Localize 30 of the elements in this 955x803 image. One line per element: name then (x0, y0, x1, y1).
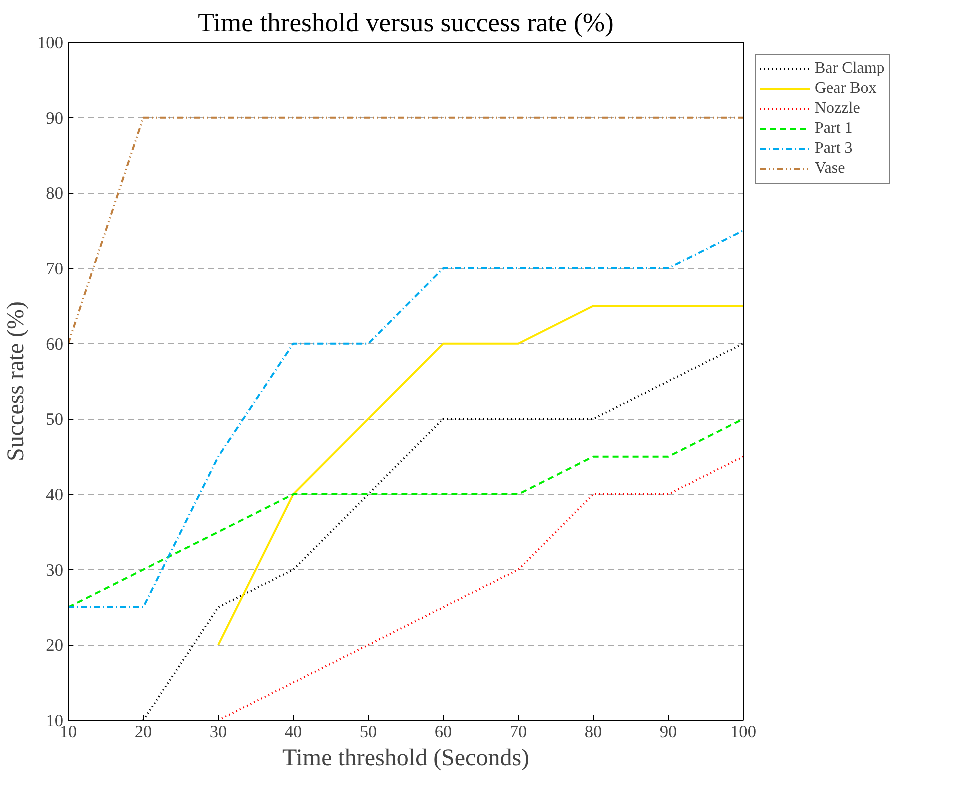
y-tick-label: 50 (46, 410, 64, 430)
x-tick-label: 20 (134, 722, 152, 742)
x-tick-label: 50 (360, 722, 378, 742)
legend-label: Part 1 (815, 120, 853, 138)
y-tick-label: 80 (46, 184, 64, 204)
x-axis-title: Time threshold (Seconds) (282, 746, 530, 772)
x-tick-label: 80 (584, 722, 602, 742)
line-series (218, 305, 744, 646)
legend-label: Nozzle (815, 100, 860, 118)
legend-label: Part 3 (815, 140, 853, 158)
x-tick-label: 70 (510, 722, 528, 742)
legend-label: Bar Clamp (815, 60, 885, 78)
x-tick-label: 40 (284, 722, 302, 742)
x-tick-label: 100 (730, 722, 757, 742)
y-tick-label: 60 (46, 334, 64, 354)
y-tick-label: 30 (46, 560, 64, 580)
chart-title: Time threshold versus success rate (%) (198, 8, 614, 38)
y-tick-label: 70 (46, 260, 64, 278)
y-tick-label: 40 (46, 486, 64, 504)
line-series (68, 230, 744, 608)
x-tick-label: 90 (660, 722, 678, 742)
line-series (68, 418, 744, 608)
x-tick-label: 60 (434, 722, 452, 742)
y-axis-title: Success rate (%) (4, 302, 30, 462)
legend-label: Vase (815, 160, 846, 178)
legend-label: Gear Box (815, 80, 877, 98)
y-tick-label: 100 (38, 34, 64, 52)
x-tick-label: 30 (210, 722, 228, 742)
y-tick-label: 20 (46, 636, 64, 656)
y-tick-label: 90 (46, 108, 64, 128)
